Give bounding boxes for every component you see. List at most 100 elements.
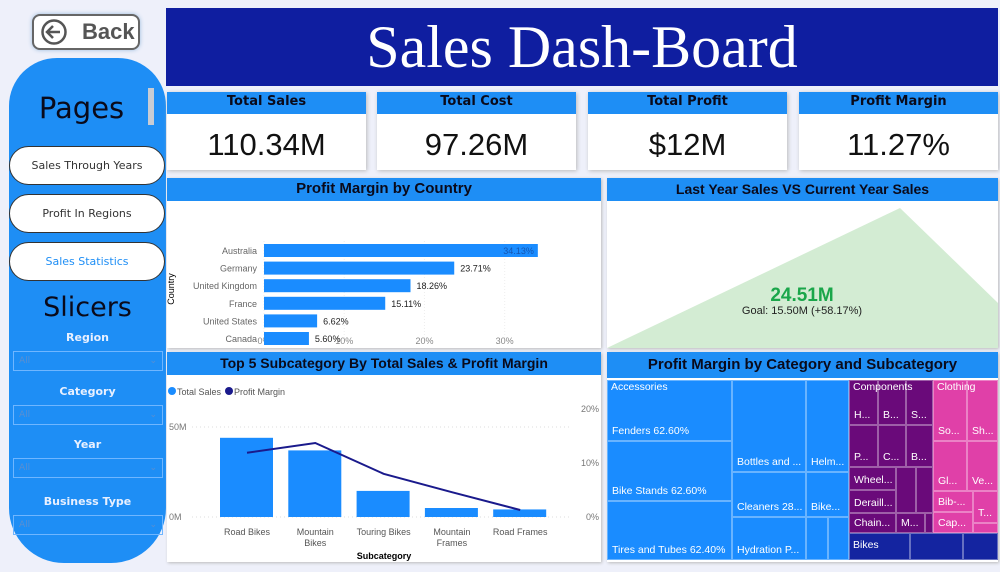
treemap-tile[interactable]: Hydration P... <box>732 517 806 560</box>
slicer-value: All <box>19 520 31 530</box>
treemap-tile[interactable]: B... <box>906 425 933 467</box>
tile-label: C... <box>883 451 900 463</box>
pages-title: Pages <box>38 91 125 125</box>
nav-sales-through-years[interactable]: Sales Through Years <box>9 146 165 185</box>
slicer-value: All <box>19 463 31 473</box>
treemap-tile[interactable] <box>896 467 916 513</box>
treemap-tile[interactable] <box>806 517 828 560</box>
treemap-tile[interactable]: B... <box>878 380 906 425</box>
data-label: 18.26% <box>417 281 448 291</box>
tile-label: Bottles and ... <box>737 456 802 468</box>
legend-total-sales: Total Sales <box>177 387 222 397</box>
chevron-down-icon: ⌄ <box>149 520 157 530</box>
kpi-label: Total Sales <box>167 92 366 114</box>
bar <box>288 450 342 517</box>
treemap-tile[interactable]: Chain... <box>849 513 896 533</box>
slicer-category-dropdown[interactable]: All ⌄ <box>13 405 163 425</box>
treemap-tile[interactable]: Bike... <box>806 472 849 517</box>
treemap-tile[interactable]: Helm... <box>806 380 849 472</box>
treemap-tile[interactable]: P... <box>849 425 878 467</box>
chart-title: Profit Margin by Category and Subcategor… <box>607 352 998 378</box>
treemap-tile[interactable]: Tires and Tubes 62.40% <box>607 501 732 560</box>
treemap-tile[interactable]: Fenders 62.60% <box>607 380 732 441</box>
x-tick-label: 20% <box>415 336 433 346</box>
legend-total-sales-marker <box>168 387 176 395</box>
treemap-tile[interactable]: T... <box>973 491 998 523</box>
kpi-profit-margin: Profit Margin 11.27% <box>799 92 998 170</box>
kpi-label: Total Profit <box>588 92 787 114</box>
arrow-left-circle-icon <box>41 19 67 45</box>
treemap-tile[interactable]: Sh... <box>967 380 998 441</box>
sales-area <box>607 208 998 348</box>
legend-profit-margin-marker <box>225 387 233 395</box>
tile-label: So... <box>938 425 960 437</box>
treemap-tile[interactable]: Gl... <box>933 441 967 491</box>
treemap-tile[interactable]: C... <box>878 425 906 467</box>
treemap-tile[interactable]: Deraill... <box>849 490 896 513</box>
tile-label: Deraill... <box>854 497 893 509</box>
treemap-tile[interactable] <box>828 517 849 560</box>
tile-label: H... <box>854 409 871 421</box>
tile-label: Bike Stands 62.60% <box>612 485 707 497</box>
x-axis-label: Subcategory <box>357 551 412 561</box>
treemap-tile[interactable] <box>910 533 963 560</box>
category-label: Road Frames <box>493 527 548 537</box>
sales-area-chart: 24.51M Goal: 15.50M (+58.17%) <box>607 208 998 348</box>
treemap-tile[interactable] <box>973 523 998 533</box>
kpi-total-sales: Total Sales 110.34M <box>167 92 366 170</box>
category-label: France <box>229 299 257 309</box>
nav-sales-statistics[interactable]: Sales Statistics <box>9 242 165 281</box>
profit-margin-line <box>246 441 521 511</box>
bar <box>493 509 547 517</box>
treemap-tile[interactable] <box>916 467 933 513</box>
kpi-value: 97.26M <box>424 127 529 162</box>
back-button[interactable]: Back <box>32 14 140 50</box>
category-label: United States <box>203 316 258 326</box>
tile-label: S... <box>911 409 927 421</box>
scrollbar[interactable] <box>148 88 154 125</box>
treemap-tile[interactable]: Bike Stands 62.60% <box>607 441 732 501</box>
y-left-tick-label: 50M <box>169 422 187 432</box>
y-left-tick-label: 0M <box>169 512 182 522</box>
slicer-business-type-dropdown[interactable]: All ⌄ <box>13 515 163 535</box>
treemap-tile[interactable]: Cap... <box>933 512 973 533</box>
tile-label: Chain... <box>854 517 891 529</box>
x-tick-label: 10% <box>335 336 353 346</box>
bar <box>264 244 538 257</box>
slicer-region-dropdown[interactable]: All ⌄ <box>13 351 163 371</box>
treemap-tile[interactable]: So... <box>933 380 967 441</box>
tile-label: Gl... <box>938 475 958 487</box>
treemap-tile[interactable]: H... <box>849 380 878 425</box>
treemap-tile[interactable]: Ve... <box>967 441 998 491</box>
last-vs-current-year-panel: Last Year Sales VS Current Year Sales 24… <box>607 178 998 348</box>
tile-label: Fenders 62.60% <box>612 425 690 437</box>
treemap-tile[interactable]: Bottles and ... <box>732 380 806 472</box>
treemap-tile[interactable] <box>849 533 910 560</box>
slicer-value: All <box>19 356 31 366</box>
treemap-panel: Profit Margin by Category and Subcategor… <box>607 352 998 562</box>
y-right-tick-label: 10% <box>581 458 599 468</box>
treemap-tile[interactable]: S... <box>906 380 933 425</box>
kpi-value: 11.27% <box>847 127 950 162</box>
tile-label: Tires and Tubes 62.40% <box>612 544 726 556</box>
category-label: Mountain Bikes <box>297 527 334 548</box>
y-right-tick-label: 0% <box>586 512 599 522</box>
treemap-tile[interactable] <box>925 513 933 533</box>
slicer-region-label: Region <box>66 331 109 344</box>
data-label: 34.13% <box>503 246 534 256</box>
nav-profit-in-regions[interactable]: Profit In Regions <box>9 194 165 233</box>
tile-label: B... <box>911 451 927 463</box>
treemap-tile[interactable]: Cleaners 28... <box>732 472 806 517</box>
treemap-tile[interactable]: M... <box>896 513 925 533</box>
category-label: Australia <box>222 246 257 256</box>
treemap-tile[interactable]: Wheel... <box>849 467 896 490</box>
slicer-category-label: Category <box>59 385 116 398</box>
bar <box>356 490 410 517</box>
tile-label: Cleaners 28... <box>737 501 803 513</box>
current-value: 24.51M <box>770 285 833 306</box>
treemap-tile[interactable]: Bib-... <box>933 491 973 512</box>
kpi-label: Profit Margin <box>799 92 998 114</box>
treemap-tile[interactable] <box>963 533 998 560</box>
slicer-year-dropdown[interactable]: All ⌄ <box>13 458 163 478</box>
chart-title: Top 5 Subcategory By Total Sales & Profi… <box>167 352 601 375</box>
